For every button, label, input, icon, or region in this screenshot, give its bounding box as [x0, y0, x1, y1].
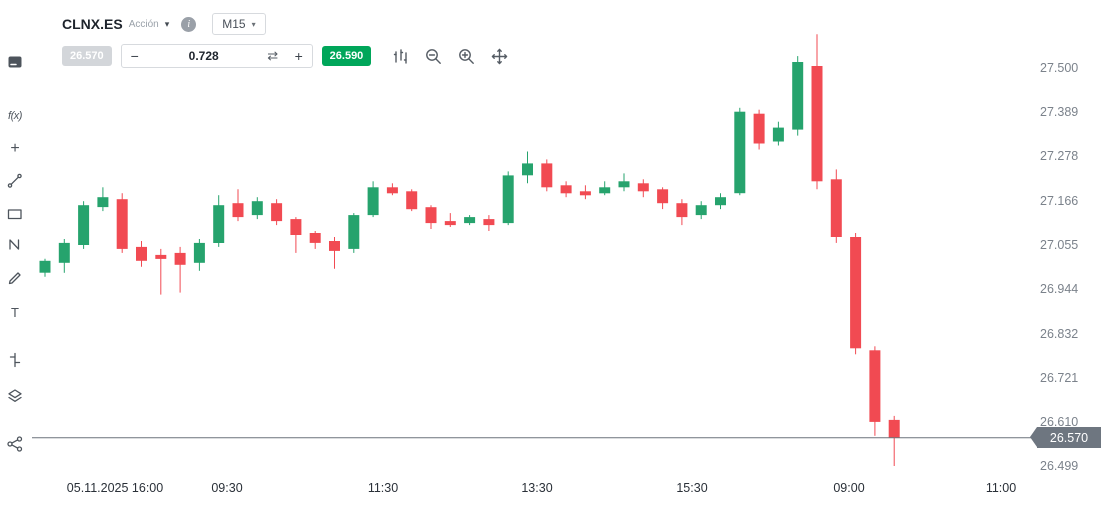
symbol-name[interactable]: CLNX.ES [62, 16, 123, 32]
text-tool-icon[interactable]: T [11, 304, 19, 320]
zoom-out-icon[interactable] [421, 44, 445, 68]
time-axis-label: 05.11.2025 16:00 [66, 481, 164, 495]
sell-price-badge[interactable]: 26.570 [62, 46, 112, 66]
buy-price-badge[interactable]: 26.590 [321, 46, 372, 66]
time-axis-label: 09:30 [211, 481, 243, 495]
order-toolbar: 26.570 − 0.728 ⇄ + 26.590 [62, 44, 511, 68]
time-axis-label: 09:00 [833, 481, 865, 495]
price-axis-label: 27.389 [1040, 105, 1079, 120]
pan-icon[interactable] [487, 44, 511, 68]
time-axis-label: 11:30 [367, 481, 399, 495]
symbol-header: CLNX.ES Acción ▾ i M15 ▾ [62, 12, 266, 36]
indicators-icon[interactable]: f(x) [8, 110, 22, 122]
share-icon[interactable] [5, 434, 25, 454]
time-axis-label: 13:30 [521, 481, 553, 495]
quantity-value[interactable]: 0.728 [188, 49, 219, 63]
add-tool-icon[interactable]: + [10, 140, 20, 157]
time-axis[interactable]: 05.11.2025 16:00 09:30 11:30 13:30 15:30 09:0… [0, 479, 1102, 501]
instrument-type-label: Acción [128, 18, 159, 30]
price-axis-label: 27.278 [1040, 149, 1079, 164]
time-axis-label: 11:00 [985, 481, 1017, 495]
timeframe-caret-icon: ▾ [251, 19, 256, 29]
price-axis[interactable]: 27.500 27.389 27.278 27.166 27.055 26.944 26.8… [1040, 0, 1100, 506]
zoom-in-icon[interactable] [454, 44, 478, 68]
price-axis-label: 27.500 [1040, 61, 1079, 75]
decrease-button[interactable]: − [122, 45, 148, 67]
drawing-toolbar: f(x) + T [0, 0, 30, 506]
symbol-caret-icon[interactable]: ▾ [164, 18, 170, 29]
trendline-icon[interactable] [5, 171, 25, 191]
rectangle-tool-icon[interactable] [5, 204, 25, 224]
price-axis-label: 26.832 [1040, 326, 1079, 341]
price-axis-label: 27.055 [1040, 237, 1079, 252]
panel-toggle-icon[interactable] [5, 52, 25, 72]
quantity-stepper: − 0.728 ⇄ + [120, 44, 313, 68]
current-price-value: 26.570 [1049, 430, 1089, 445]
timeframe-select[interactable]: M15 ▾ [212, 13, 266, 35]
info-icon[interactable]: i [181, 16, 197, 32]
draw-pencil-icon[interactable] [5, 268, 25, 288]
price-axis-label: 26.610 [1040, 414, 1079, 429]
layers-icon[interactable] [5, 386, 25, 406]
increase-button[interactable]: + [286, 45, 312, 67]
price-axis-label: 27.166 [1040, 193, 1079, 208]
timeframe-value: M15 [222, 17, 246, 31]
price-axis-label: 26.499 [1040, 459, 1079, 473]
chart-style-icon[interactable] [388, 44, 412, 68]
current-price-marker: 26.570 [1030, 427, 1101, 449]
time-axis-label: 15:30 [676, 481, 708, 495]
swap-icon[interactable]: ⇄ [267, 48, 279, 63]
intervals-icon[interactable] [5, 350, 25, 370]
wave-pattern-icon[interactable] [5, 234, 25, 254]
price-axis-label: 26.721 [1040, 370, 1079, 385]
price-axis-label: 26.944 [1040, 282, 1079, 297]
